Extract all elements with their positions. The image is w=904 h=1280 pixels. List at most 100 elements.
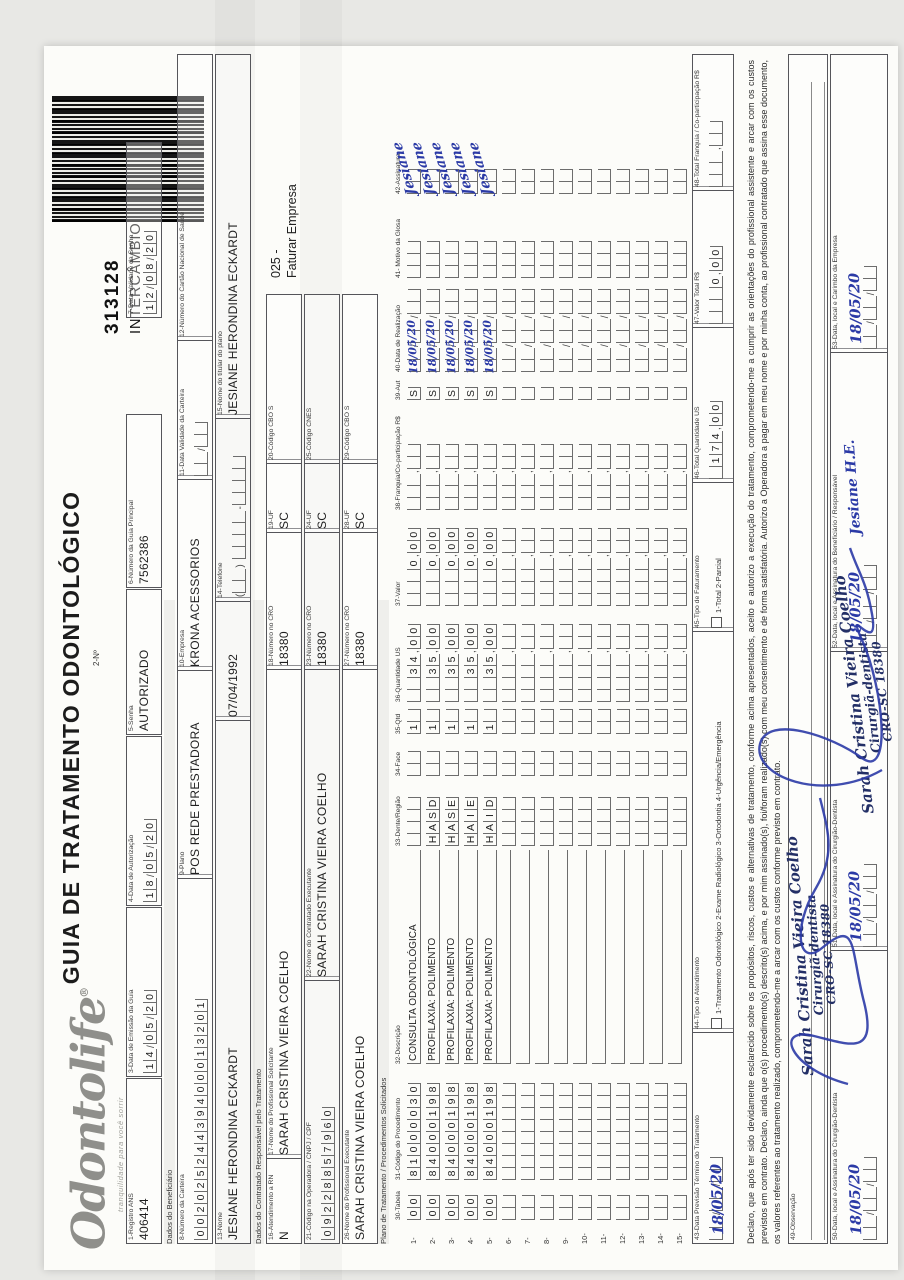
comb-cell xyxy=(521,319,535,332)
cell-descricao: PROFILAXIA: POLIMENTO xyxy=(422,846,440,1064)
comb-cell xyxy=(521,752,535,764)
comb-end xyxy=(522,444,535,446)
comb-cell xyxy=(407,582,421,594)
comb-cell xyxy=(654,242,668,254)
comb-cell: 0 xyxy=(708,402,723,415)
procedure-row: 13-,,,// xyxy=(630,44,649,1244)
cell-data: // xyxy=(555,278,573,372)
comb-cell xyxy=(502,1120,516,1132)
comb-cell xyxy=(231,568,246,581)
comb-cell xyxy=(407,810,421,822)
comb-cell xyxy=(616,1084,630,1096)
comb-cell xyxy=(464,266,478,278)
cell-descricao xyxy=(554,846,573,1064)
comb-end xyxy=(541,241,554,242)
comb-cell xyxy=(654,266,668,278)
comb-cell xyxy=(654,752,668,764)
comb-cell xyxy=(521,678,535,690)
comb-cell: 8 xyxy=(445,1168,459,1180)
comb-cell: I xyxy=(464,810,478,822)
comb-cell xyxy=(673,182,687,194)
comb-cell xyxy=(597,637,611,650)
cell-n: 11- xyxy=(593,1220,611,1244)
comb-end xyxy=(484,709,497,710)
cell-aut: S xyxy=(479,372,497,400)
cell-codigo xyxy=(669,1064,687,1180)
comb-cell xyxy=(578,360,592,372)
comb-cell xyxy=(673,388,687,400)
comb-end xyxy=(674,169,687,170)
comb-separator: , xyxy=(657,470,668,473)
cell-n: 12- xyxy=(612,1220,630,1244)
comb-cell xyxy=(654,822,668,834)
comb-cell xyxy=(464,582,478,594)
cell-face xyxy=(403,734,421,776)
comb-cell xyxy=(616,541,630,554)
cell-qtd xyxy=(517,702,535,734)
comb-cell xyxy=(540,752,554,764)
field-value: 07/04/1992 xyxy=(225,653,240,717)
comb-cell: 0 xyxy=(407,541,421,554)
comb-cell xyxy=(578,457,592,470)
comb-cell xyxy=(426,594,440,606)
comb-cell xyxy=(597,302,611,315)
comb-cell xyxy=(654,637,668,650)
comb-cell xyxy=(483,582,497,594)
comb-cell: S xyxy=(426,810,440,822)
money-comb: 0,00 xyxy=(705,246,723,324)
comb-end xyxy=(709,121,723,123)
comb-cell xyxy=(673,486,687,498)
cell-codigo xyxy=(555,1064,573,1180)
comb-cell xyxy=(521,242,535,254)
comb-cell xyxy=(673,498,687,510)
cell-glosa xyxy=(536,194,554,278)
comb-cell xyxy=(597,1144,611,1156)
comb-cell xyxy=(597,348,611,360)
comb-cell xyxy=(654,348,668,360)
comb-cell xyxy=(464,445,478,458)
cell-face xyxy=(460,734,478,776)
cell-tabela xyxy=(612,1180,630,1220)
column-header: 33-Dente/Região xyxy=(395,796,402,846)
comb-end xyxy=(446,709,459,710)
comb-cell xyxy=(673,1132,687,1144)
comb-cell xyxy=(597,541,611,554)
comb-cell xyxy=(445,710,459,722)
comb-cell: 8 xyxy=(483,1168,497,1180)
comb-cell: 0 xyxy=(142,991,157,1004)
comb-end xyxy=(674,387,687,388)
comb-end xyxy=(522,797,535,798)
comb-cell xyxy=(559,302,573,315)
comb-separator: , xyxy=(600,470,611,473)
cell-us: , xyxy=(498,606,516,702)
comb-cell xyxy=(559,360,573,372)
cell-n: 6- xyxy=(498,1220,516,1244)
comb-end xyxy=(579,169,592,170)
procedure-row: 7-,,,// xyxy=(516,44,535,1244)
comb-cell xyxy=(502,822,516,834)
comb-end xyxy=(541,797,554,798)
comb-cell xyxy=(502,319,516,332)
cell-glosa xyxy=(403,194,421,278)
cell-us: 34,00 xyxy=(403,606,421,702)
comb-cell: 0 xyxy=(483,1132,497,1144)
comb-cell: 0 xyxy=(483,529,497,542)
comb-cell xyxy=(616,170,630,182)
row-number: 3- xyxy=(447,1237,456,1244)
cell-tabela xyxy=(593,1180,611,1220)
comb-separator: , xyxy=(676,650,687,653)
comb-separator: / xyxy=(676,344,687,347)
cell-codigo xyxy=(517,1064,535,1180)
comb-cell xyxy=(635,1196,649,1208)
comb-cell xyxy=(673,242,687,254)
cell-codigo xyxy=(498,1064,516,1180)
comb-end xyxy=(503,387,516,388)
comb-cell xyxy=(578,625,592,638)
comb-separator: , xyxy=(619,554,630,557)
comb-end xyxy=(674,709,687,710)
comb-cell xyxy=(502,594,516,606)
field-label: 9-Plano xyxy=(179,851,186,875)
comb-cell xyxy=(578,637,592,650)
comb-end xyxy=(541,387,554,388)
